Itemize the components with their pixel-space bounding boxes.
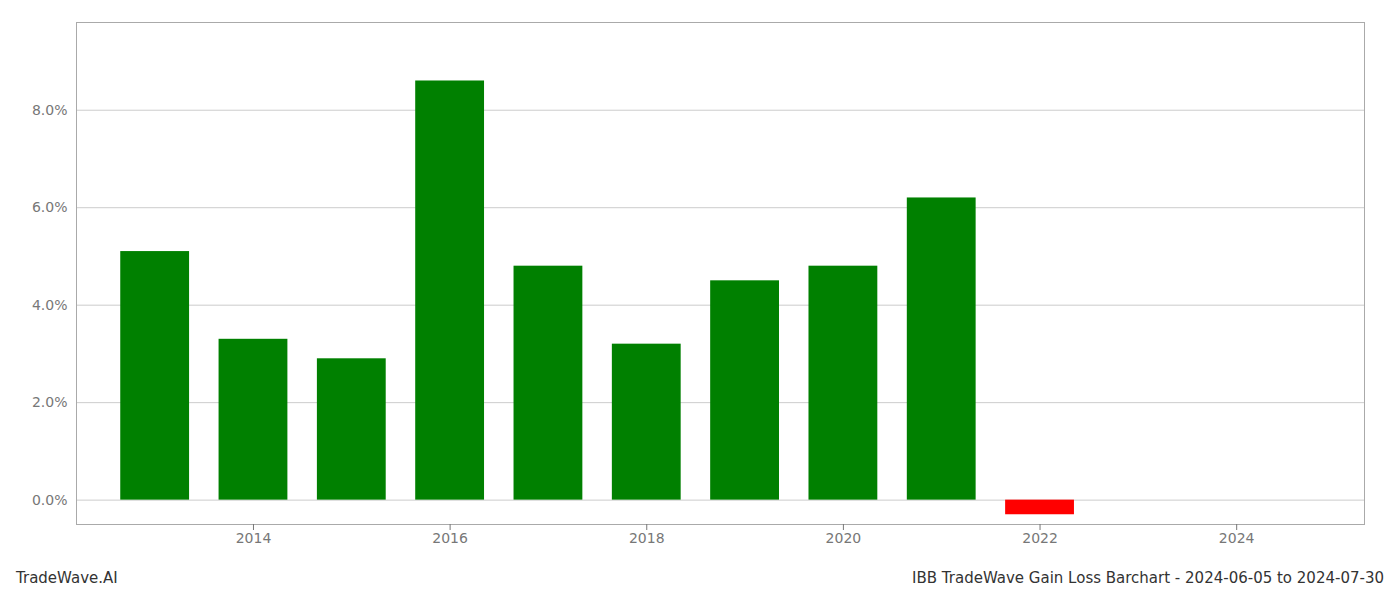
- svg-text:2024: 2024: [1219, 530, 1255, 546]
- svg-text:2020: 2020: [826, 530, 862, 546]
- svg-text:2016: 2016: [432, 530, 468, 546]
- html-text:TradeWave.AI: TradeWave.AI: [16, 569, 118, 587]
- html-text:IBB TradeWave Gain Loss Barcha: IBB TradeWave Gain Loss Barchart - 2024-…: [912, 569, 1384, 587]
- svg-text:6.0%: 6.0%: [32, 199, 68, 215]
- svg-text:4.0%: 4.0%: [32, 297, 68, 313]
- svg-text:8.0%: 8.0%: [32, 102, 68, 118]
- svg-text:2018: 2018: [629, 530, 665, 546]
- svg-text:2014: 2014: [236, 530, 272, 546]
- svg-text:2022: 2022: [1022, 530, 1058, 546]
- svg-text:2.0%: 2.0%: [32, 394, 68, 410]
- svg-text:0.0%: 0.0%: [32, 492, 68, 508]
